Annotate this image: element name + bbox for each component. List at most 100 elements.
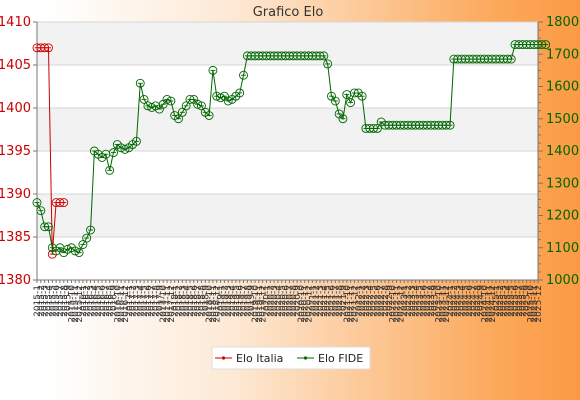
x-tick-label: 2020-9: [293, 285, 303, 317]
x-tick-label: 2024-8: [473, 285, 483, 317]
x-tick-label: 2024-6: [465, 285, 475, 317]
x-tick-label: 2020-8: [289, 285, 299, 317]
x-tick-label: 2018-7: [194, 285, 204, 317]
series-layer: [32, 40, 551, 259]
x-tick-label: 2015-8: [60, 285, 70, 317]
x-tick-label: 2017-6: [144, 285, 154, 317]
x-tick-label: 2019-12: [259, 285, 269, 323]
x-tick-label: 2018-10: [205, 285, 215, 323]
plot-band: [37, 65, 538, 108]
y-tick-label-right: 1300: [546, 176, 579, 191]
data-point: [357, 91, 367, 101]
y-tick-label-left: 1410: [0, 15, 31, 30]
data-point: [319, 51, 329, 61]
x-tick-label: 2020-2: [266, 285, 276, 317]
data-point: [323, 59, 333, 69]
plot-bands: [37, 22, 538, 280]
data-point: [162, 94, 172, 104]
data-point: [44, 222, 53, 232]
plot-band: [37, 194, 538, 237]
x-tick-label: 2016-2: [83, 285, 93, 317]
x-tick-label: 2017-9: [155, 285, 165, 317]
y-tick-label-left: 1405: [0, 58, 31, 73]
data-point: [338, 114, 348, 124]
x-tick-label: 2016-3: [87, 285, 97, 317]
x-tick-label: 2023-1: [400, 285, 410, 317]
legend-marker-italia: [221, 356, 226, 360]
x-tick-label: 2016-11: [117, 285, 127, 323]
x-axis: 2015-12015-22015-32015-42015-52015-62015…: [33, 280, 544, 323]
x-tick-label: 2015-9: [64, 285, 74, 317]
y-tick-label-right: 1700: [546, 47, 579, 62]
x-tick-label: 2018-11: [209, 285, 219, 323]
x-tick-label: 2017-8: [152, 285, 162, 317]
x-tick-label: 2023-7: [423, 285, 433, 317]
x-tick-label: 2018-4: [182, 285, 192, 317]
x-tick-label: 2024-11: [484, 285, 494, 323]
data-point: [74, 248, 84, 258]
x-tick-label: 2019-1: [217, 285, 227, 317]
x-tick-label: 2019-4: [228, 285, 238, 317]
x-tick-label: 2022-3: [362, 285, 372, 317]
x-tick-label: 2016-5: [94, 285, 104, 317]
data-point: [372, 123, 382, 133]
x-tick-label: 2025-7: [515, 285, 525, 317]
x-tick-label: 2021-1: [308, 285, 318, 317]
y-tick-label-left: 1400: [0, 101, 31, 116]
x-tick-label: 2025-3: [500, 285, 510, 317]
data-point: [70, 246, 80, 256]
data-point: [120, 144, 130, 154]
x-tick-label: 2025-8: [519, 285, 529, 317]
x-tick-label: 2022-2: [358, 285, 368, 317]
x-tick-label: 2023-4: [412, 285, 422, 317]
data-point: [346, 98, 356, 108]
x-tick-label: 2016-9: [109, 285, 119, 317]
data-point: [82, 233, 92, 243]
x-tick-label: 2017-2: [129, 285, 139, 317]
data-point: [86, 225, 95, 235]
data-point: [208, 65, 218, 75]
x-tick-label: 2017-7: [148, 285, 158, 317]
legend-box: [211, 346, 371, 370]
data-point: [36, 206, 46, 216]
x-tick-label: 2020-11: [301, 285, 311, 323]
x-tick-label: 2021-6: [327, 285, 337, 317]
data-point: [541, 40, 551, 50]
x-tick-label: 2019-5: [232, 285, 242, 317]
x-tick-label: 2019-11: [255, 285, 265, 323]
legend-label-italia: Elo Italia: [236, 352, 283, 365]
x-tick-label: 2023-5: [415, 285, 425, 317]
x-tick-label: 2024-12: [488, 285, 498, 323]
data-point: [197, 101, 206, 111]
x-tick-label: 2017-1: [125, 285, 135, 317]
y-axis-right: 1000 1100 1200 1300 1400 1500 1600 1700 1800: [538, 15, 579, 288]
x-tick-label: 2016-4: [90, 285, 100, 317]
data-point: [235, 88, 245, 98]
data-point: [239, 70, 248, 80]
plot-band: [37, 108, 538, 151]
data-point: [181, 101, 191, 111]
data-point: [174, 114, 183, 124]
y-tick-label-right: 1200: [546, 209, 579, 224]
series-elo-fide: [32, 40, 551, 258]
x-tick-label: 2018-5: [186, 285, 196, 317]
series-elo-italia: [32, 43, 69, 259]
x-tick-label: 2025-10: [526, 285, 536, 323]
x-tick-label: 2022-12: [396, 285, 406, 323]
x-tick-label: 2025-11: [530, 285, 540, 323]
x-tick-label: 2018-8: [197, 285, 207, 317]
x-tick-label: 2022-1: [354, 285, 364, 317]
x-tick-label: 2023-11: [438, 285, 448, 323]
data-point: [44, 43, 53, 53]
x-tick-label: 2023-8: [427, 285, 437, 317]
x-tick-label: 2019-9: [247, 285, 257, 317]
x-tick-label: 2021-11: [347, 285, 357, 323]
x-tick-label: 2021-3: [316, 285, 326, 317]
y-tick-label-left: 1390: [0, 187, 31, 202]
y-axis-left: 1380 1385 1390 1395 1400 1405 1410: [0, 15, 37, 288]
x-tick-label: 2017-3: [132, 285, 142, 317]
x-tick-label: 2015-1: [33, 285, 43, 317]
data-point: [445, 120, 455, 130]
data-point: [204, 111, 214, 120]
x-tick-label: 2016-12: [121, 285, 131, 323]
